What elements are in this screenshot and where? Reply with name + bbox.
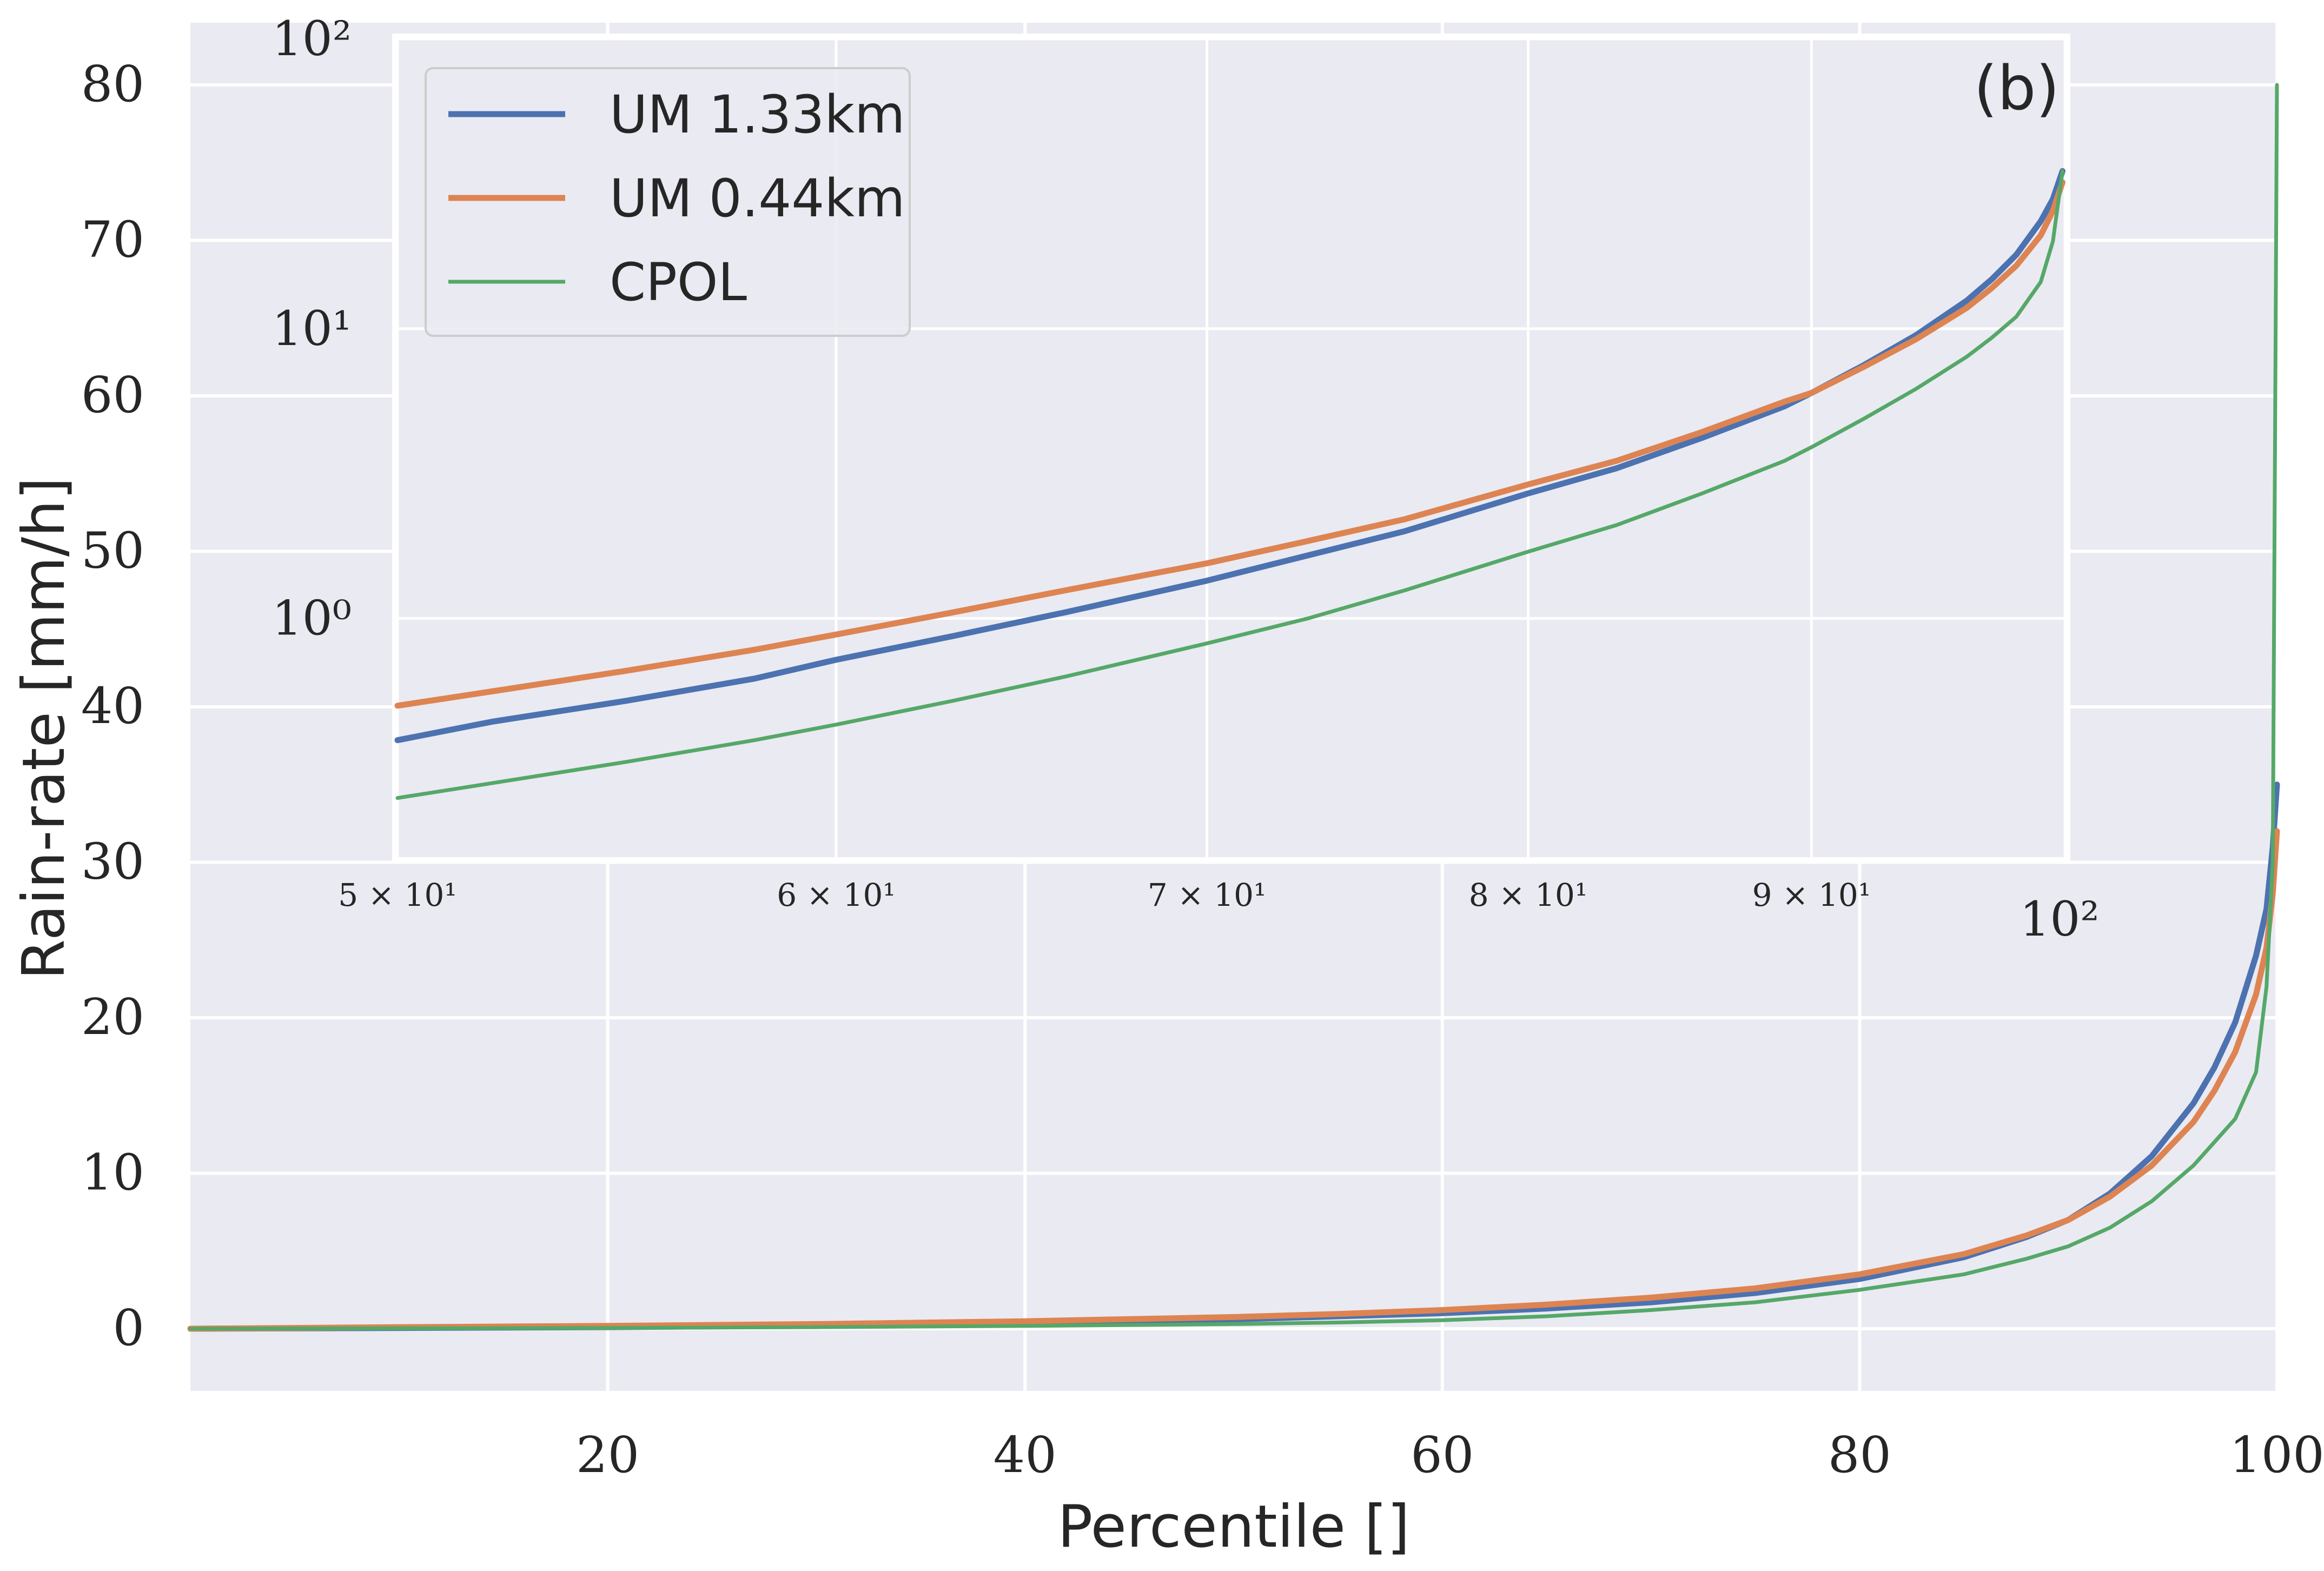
inset-x-tick-label: 6 × 10¹	[777, 877, 895, 913]
inset-y-tick-label: 10⁰	[272, 591, 352, 646]
inset-x-tick-label: 7 × 10¹	[1148, 877, 1266, 913]
y-tick-label: 60	[81, 366, 144, 424]
inset-series-line-cpol	[395, 169, 2064, 800]
inset-plot: 10⁰ 10¹ 10² 5 × 10¹ 6 × 10¹ 7 × 10¹ 8 × 10¹ 9 ×…	[272, 11, 2100, 947]
series-line-cpol	[188, 83, 2279, 1331]
x-tick-label: 60	[1411, 1426, 1474, 1484]
y-tick-label: 50	[81, 522, 144, 580]
legend-label: UM 1.33km	[610, 84, 905, 145]
inset-x-tick-label: 10²	[2020, 891, 2099, 947]
y-axis-title: Rain-rate [mm/h]	[10, 477, 78, 980]
y-tick-label: 20	[81, 988, 144, 1046]
series-line-um-0-44km	[187, 828, 2280, 1332]
x-tick-label: 80	[1828, 1426, 1891, 1484]
y-tick-label: 0	[112, 1299, 144, 1357]
x-axis-title: Percentile []	[1057, 1493, 1409, 1561]
inset-series-line-um-0-44km	[394, 179, 2065, 709]
inset-y-tick-label: 10²	[272, 11, 352, 67]
y-tick-label: 70	[81, 211, 144, 269]
legend-box	[425, 67, 911, 337]
y-tick-label: 30	[81, 833, 144, 891]
x-tick-label: 40	[994, 1426, 1057, 1484]
inset-y-tick-label: 10¹	[272, 301, 352, 356]
legend-label: UM 0.44km	[610, 168, 905, 229]
panel-label: (b)	[1974, 54, 2060, 124]
y-tick-label: 80	[81, 55, 144, 113]
y-tick-label: 40	[81, 677, 144, 735]
x-tick-label: 20	[576, 1426, 639, 1484]
inset-series-line-um-1-33km	[394, 168, 2065, 744]
legend-label: CPOL	[610, 252, 747, 313]
inset-x-tick-label: 5 × 10¹	[338, 877, 456, 913]
inset-x-tick-label: 8 × 10¹	[1469, 877, 1587, 913]
inset-x-tick-label: 9 × 10¹	[1752, 877, 1871, 913]
y-tick-label: 10	[81, 1144, 144, 1202]
x-tick-label: 100	[2229, 1426, 2324, 1484]
